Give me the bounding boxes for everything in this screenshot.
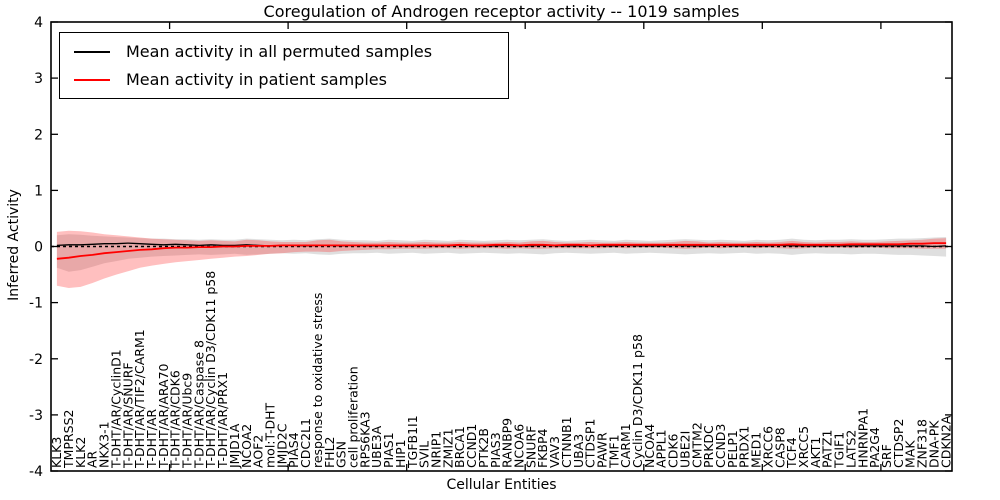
legend-line-patient-icon [74, 78, 110, 81]
x-tick-label: DNA-PK [926, 420, 941, 468]
x-tick-label: response to oxidative stress [310, 293, 325, 468]
x-tick-label: T-DHT/AR/TIF2/CARM1 [132, 329, 147, 469]
x-tick-label: PRDX1 [737, 426, 752, 468]
x-tick-label: cell proliferation [346, 366, 361, 468]
x-tick-label: CTDSP1 [583, 419, 598, 468]
x-tick-label: PIAS4 [286, 432, 301, 468]
x-tick-label: CDK6 [666, 433, 681, 468]
x-tick-label: T-DHT/AR/Cyclin D3/CDK11 p58 [203, 271, 218, 469]
chart-title: Coregulation of Androgen receptor activi… [263, 2, 740, 21]
y-tick-label: -4 [29, 464, 43, 480]
x-tick-label: CDC2L1 [298, 418, 313, 468]
y-tick-label: -3 [29, 408, 43, 424]
x-tick-label: CMTM2 [689, 422, 704, 468]
y-tick-label: -2 [29, 352, 43, 368]
x-tick-label: CASP8 [772, 427, 787, 468]
x-tick-label: XRCC5 [796, 426, 811, 468]
x-tick-label: AR [85, 450, 100, 468]
x-tick-label: TGFB1I1 [405, 415, 420, 469]
x-tick-label: APPL1 [654, 429, 669, 468]
x-tick-label: RPS6KA3 [357, 411, 372, 468]
x-tick-label: HNRNPA1 [855, 408, 870, 468]
y-tick-label: 3 [34, 71, 43, 87]
x-tick-label: MED1 [749, 432, 764, 468]
y-tick-label: 2 [34, 127, 43, 143]
x-tick-label: BRCA1 [452, 426, 467, 468]
x-tick-label: NKX3-1 [97, 421, 112, 468]
x-tick-label: TCF4 [784, 437, 799, 469]
y-tick-label: 1 [34, 183, 43, 199]
y-tick-label: 4 [34, 15, 43, 31]
x-tick-label: LATS2 [843, 430, 858, 468]
legend-item-patient: Mean activity in patient samples [74, 70, 508, 89]
x-tick-label: PIAS3 [488, 432, 503, 468]
x-tick-label: NCOA2 [239, 424, 254, 468]
legend-item-permuted: Mean activity in all permuted samples [74, 42, 508, 61]
x-tick-label: FKBP4 [535, 428, 550, 468]
x-tick-label: JMJD2C [274, 423, 289, 469]
y-tick-label: -1 [29, 296, 43, 312]
x-tick-label: PIAS1 [381, 432, 396, 468]
x-tick-label: TMF1 [606, 434, 621, 469]
x-tick-label: T-DHT/AR/CyclinD1 [108, 349, 123, 469]
x-tick-label: T-DHT/AR/PRX1 [215, 372, 230, 469]
x-tick-label: SRF [879, 444, 894, 468]
x-tick-label: KLK3 [49, 437, 64, 468]
x-tick-label: NRIP1 [429, 431, 444, 468]
x-tick-label: PRKDC [701, 425, 716, 468]
x-tick-label: CDKN2A [938, 415, 953, 468]
x-tick-label: PELP1 [725, 430, 740, 468]
x-tick-label: ZMIZ1 [440, 428, 455, 468]
x-tick-label: CCND1 [464, 424, 479, 468]
x-tick-label: ZNF318 [915, 419, 930, 468]
x-tick-label: mol:T-DHT [263, 402, 278, 468]
x-tick-label: RANBP9 [500, 418, 515, 468]
legend-label-permuted: Mean activity in all permuted samples [126, 42, 433, 61]
legend-line-permuted-icon [74, 50, 110, 53]
y-axis-label: Inferred Activity [6, 189, 22, 301]
x-tick-label: T-DHT/AR/Caspase 8 [191, 340, 206, 469]
x-tick-label: KLK2 [73, 437, 88, 468]
x-tick-label: T-DHT/AR/SNURF [120, 362, 135, 469]
x-tick-label: PATZ1 [820, 430, 835, 468]
series-line-1 [56, 242, 947, 260]
x-tick-label: CARM1 [618, 423, 633, 468]
x-tick-label: GSN [334, 441, 349, 468]
x-tick-label: T-DHT/AR/ARA70 [156, 363, 171, 469]
x-tick-label: UBE3A [369, 425, 384, 468]
x-tick-label: AKT1 [808, 437, 823, 468]
legend: Mean activity in all permuted samples Me… [59, 32, 509, 99]
x-tick-label: CTDSP2 [891, 419, 906, 468]
x-tick-label: NCOA6 [512, 424, 527, 468]
x-tick-label: SVIL [417, 441, 432, 468]
x-tick-label: XRCC6 [760, 426, 775, 468]
x-tick-label: TGIF1 [832, 432, 847, 469]
x-tick-label: T-DHT/AR [144, 409, 159, 469]
x-tick-label: UBA3 [571, 434, 586, 468]
x-tick-label: Cyclin D3/CDK11 p58 [630, 334, 645, 468]
y-tick-label: 0 [34, 240, 43, 256]
x-tick-label: VAV3 [547, 436, 562, 468]
x-tick-label: AOF2 [251, 435, 266, 468]
x-tick-label: TMPRSS2 [61, 410, 76, 469]
x-tick-label: NCOA4 [642, 424, 657, 468]
x-tick-label: T-DHT/AR/CDK6 [168, 370, 183, 469]
std-band-0 [56, 234, 947, 272]
x-tick-label: SNURF [523, 426, 538, 468]
x-axis-label: Cellular Entities [446, 477, 557, 493]
x-tick-label: PAWR [595, 432, 610, 468]
x-tick-label: T-DHT/AR/Ubc9 [180, 373, 195, 469]
x-tick-label: CCND3 [713, 424, 728, 468]
x-tick-label: PA2G4 [867, 427, 882, 468]
x-tick-label: CTNNB1 [559, 416, 574, 468]
x-tick-label: PTK2B [476, 428, 491, 468]
x-tick-label: MAK [903, 440, 918, 468]
x-tick-label: HIP1 [393, 439, 408, 468]
legend-label-patient: Mean activity in patient samples [126, 70, 387, 89]
x-tick-label: JMJD1A [227, 423, 242, 469]
x-tick-label: FHL2 [322, 436, 337, 468]
x-tick-label: UBE2I [678, 431, 693, 468]
